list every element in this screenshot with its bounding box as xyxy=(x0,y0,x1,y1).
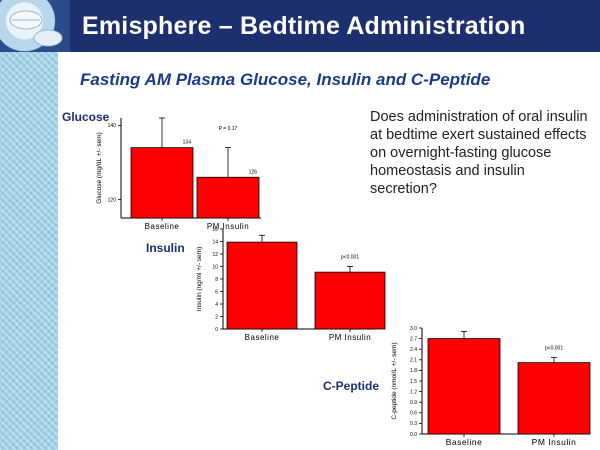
y-tick-label: 0.0 xyxy=(410,432,417,438)
slide-subtitle: Fasting AM Plasma Glucose, Insulin and C… xyxy=(80,70,491,89)
left-decorative-strip xyxy=(0,0,58,450)
y-tick-label: 4 xyxy=(215,302,218,308)
significance-annotation: p<0.001 xyxy=(341,255,359,261)
value-label: 126 xyxy=(249,169,258,175)
y-tick-label: 1.8 xyxy=(410,368,417,374)
y-tick-label: 1.2 xyxy=(410,389,417,395)
glucose-label: Glucose xyxy=(62,110,110,124)
category-label: Baseline xyxy=(446,437,483,447)
y-tick-label: 6 xyxy=(215,289,218,295)
category-label: Baseline xyxy=(145,222,180,231)
y-tick-label: 0.6 xyxy=(410,411,417,417)
y-axis-label: C-peptide (nmol/L +/- sem) xyxy=(391,342,398,419)
y-axis-label: Insulin (ng/ml +/- sem) xyxy=(196,247,203,311)
y-tick-label: 8 xyxy=(215,277,218,283)
y-tick-label: 3.0 xyxy=(410,326,417,332)
significance-annotation: P = 0.17 xyxy=(219,126,238,132)
category-label: PM Insulin xyxy=(329,333,371,342)
y-tick-label: 0.9 xyxy=(410,400,417,406)
y-tick-label: 16 xyxy=(212,227,218,233)
significance-annotation: p<0.001 xyxy=(545,345,563,351)
y-axis-label: Glucose (mg/dL +/- sem) xyxy=(96,132,103,203)
insulin-label: Insulin xyxy=(146,241,185,255)
bar xyxy=(314,271,386,330)
logo-pills-image xyxy=(0,0,70,52)
y-tick-label: 14 xyxy=(212,239,218,245)
y-tick-label: 10 xyxy=(212,264,218,270)
bar xyxy=(226,241,298,330)
header-bar xyxy=(0,0,600,52)
category-label: PM Insulin xyxy=(532,437,577,447)
question-text: Does administration of oral insulin at b… xyxy=(370,109,588,197)
y-tick-label: 12 xyxy=(212,252,218,258)
value-label: 134 xyxy=(183,140,192,146)
y-tick-label: 120 xyxy=(108,197,117,203)
bar xyxy=(130,147,194,219)
glucose-chart: 120 140 Glucose (mg/dL +/- sem) Baseline 134… xyxy=(96,117,261,231)
y-tick-label: 140 xyxy=(108,123,117,129)
y-tick-label: 1.5 xyxy=(410,379,417,385)
y-tick-label: 2.4 xyxy=(410,347,417,353)
bar xyxy=(517,362,591,435)
c-peptide-chart: 0.0 0.3 0.6 0.9 1.2 1.5 1.8 2.1 2.4 2.7 3.0 C-pepti… xyxy=(391,326,591,447)
y-tick-label: 0 xyxy=(215,327,218,333)
pill-icon xyxy=(9,10,63,47)
y-tick-label: 2 xyxy=(215,314,218,320)
category-label: Baseline xyxy=(245,333,280,342)
c-peptide-label: C-Peptide xyxy=(323,379,380,393)
slide-title: Emisphere – Bedtime Administration xyxy=(82,12,526,40)
bar xyxy=(196,176,260,219)
bar xyxy=(427,338,501,435)
y-tick-label: 2.1 xyxy=(410,358,417,364)
y-tick-label: 0.3 xyxy=(410,421,417,427)
category-label: PM Insulin xyxy=(207,222,249,231)
y-tick-label: 2.7 xyxy=(410,336,417,342)
insulin-chart: 0 2 4 6 8 10 12 14 16 Insulin (ng/ml +/- sem) Base… xyxy=(196,227,386,342)
